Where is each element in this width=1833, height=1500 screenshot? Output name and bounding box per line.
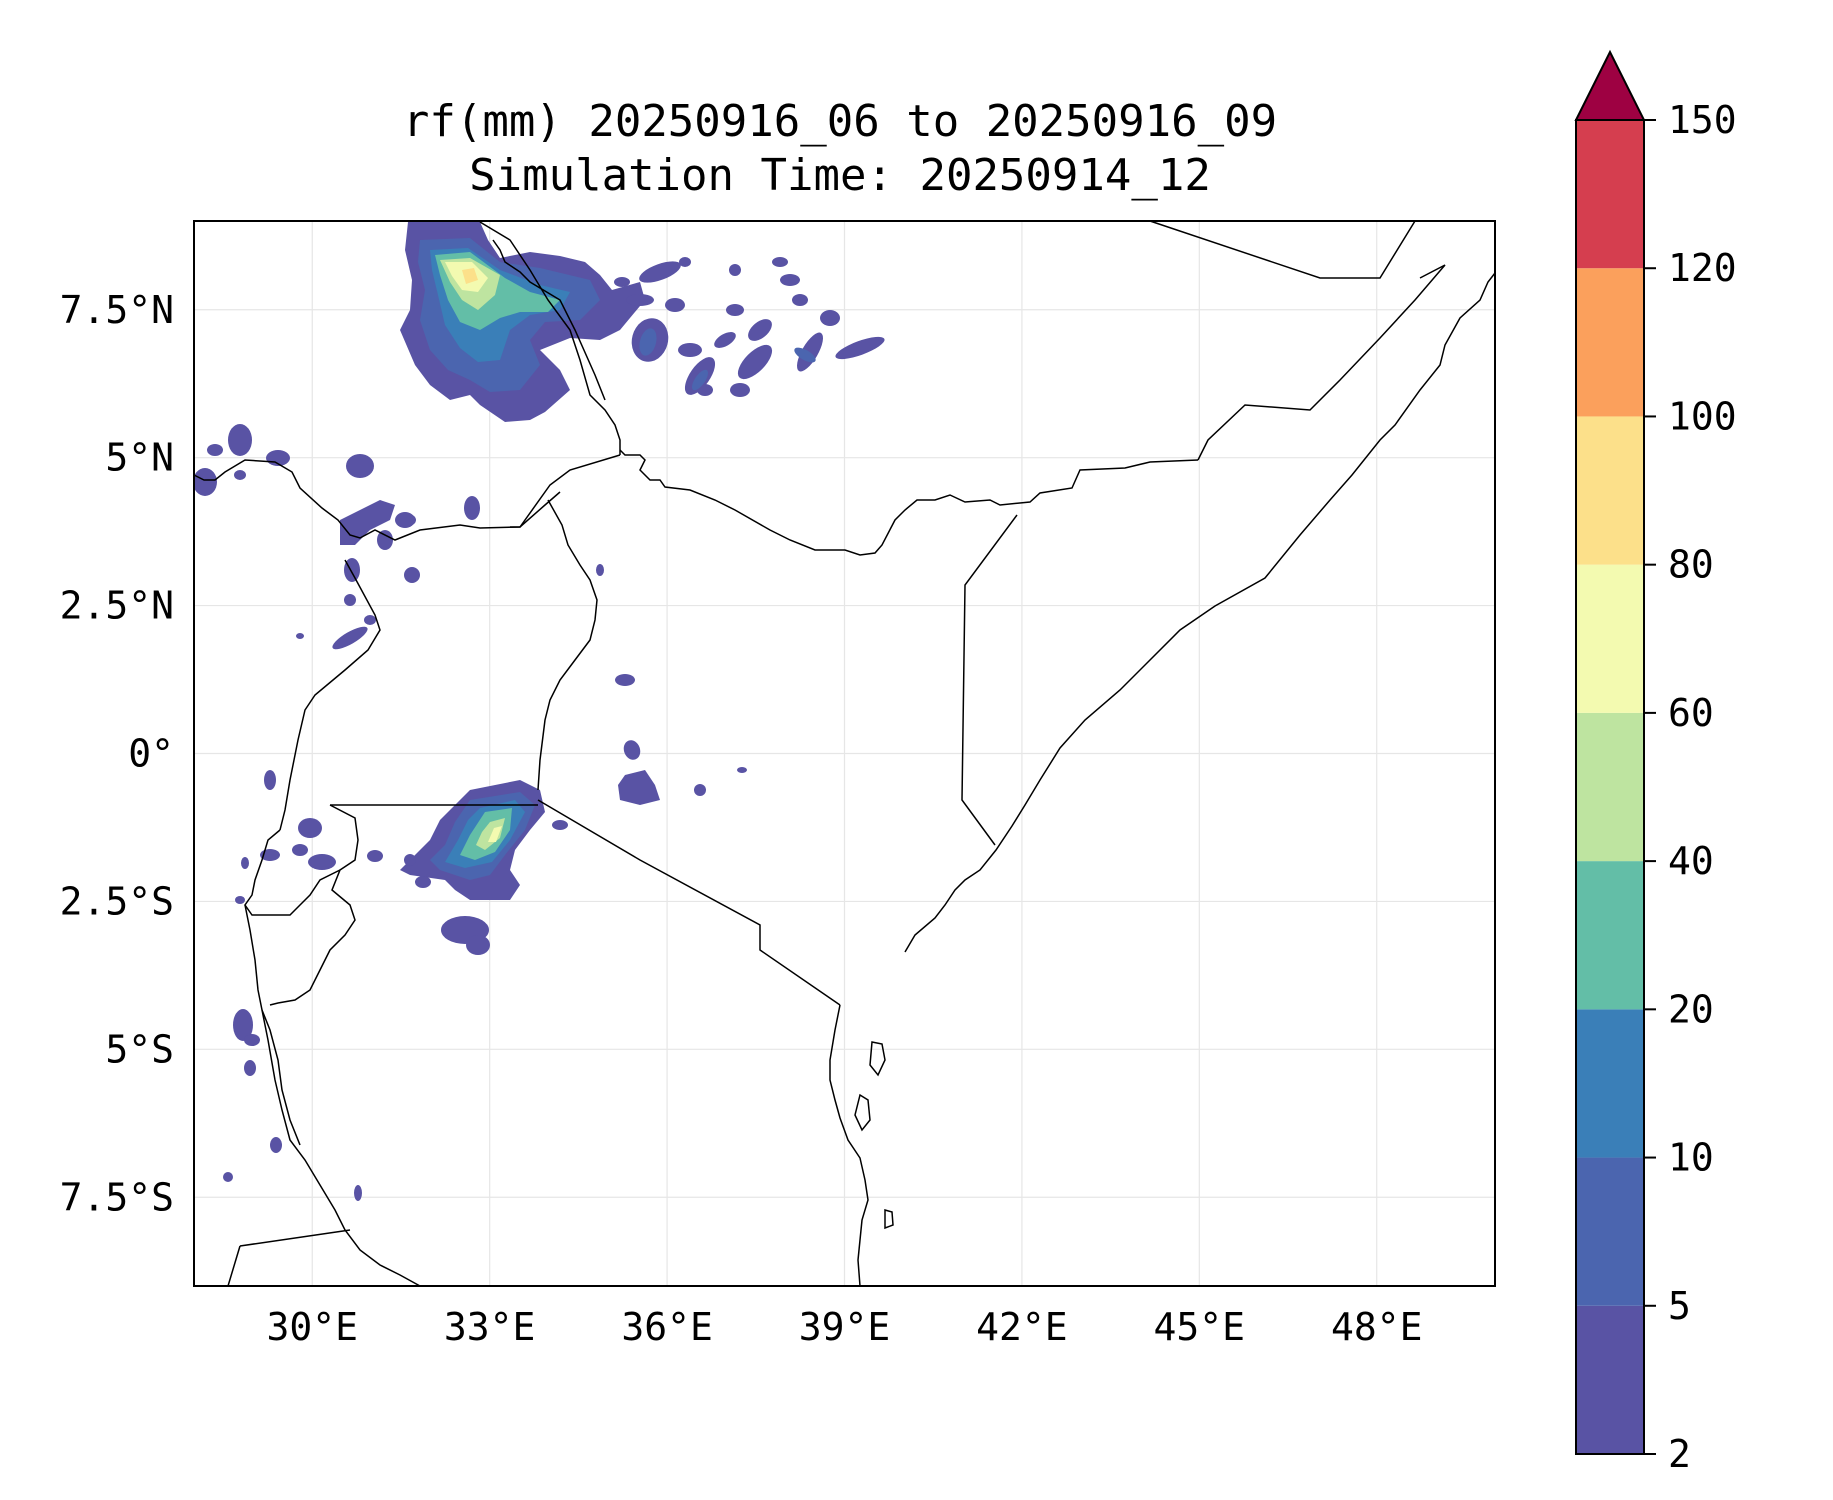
country-borders <box>193 220 1496 1287</box>
rainfall-contours <box>193 222 885 1201</box>
rain-area-uganda-border <box>296 500 635 686</box>
rain-area-lake-victoria-80mm <box>488 826 502 842</box>
title-line-2: Simulation Time: 20250914_12 <box>469 150 1211 201</box>
colorbar-segment <box>1576 1305 1644 1454</box>
y-tick-label: 2.5°S <box>60 879 174 923</box>
colorbar-tick-label: 2 <box>1668 1432 1691 1476</box>
x-axis-ticks: 30°E 33°E 36°E 39°E 42°E 45°E 48°E <box>267 1305 1423 1349</box>
colorbar-tick-label: 40 <box>1668 839 1714 883</box>
rain-area-western-kenya <box>552 740 747 830</box>
title-line-1: rf(mm) 20250916_06 to 20250916_09 <box>403 96 1277 147</box>
y-tick-label: 5°N <box>105 436 174 480</box>
y-tick-label: 5°S <box>105 1027 174 1071</box>
colorbar-tick-label: 120 <box>1668 246 1737 290</box>
colorbar-segment <box>1576 1009 1644 1158</box>
colorbar-segment <box>1576 861 1644 1010</box>
y-axis-ticks: 7.5°N 5°N 2.5°N 0° 2.5°S 5°S 7.5°S <box>60 288 174 1220</box>
rain-area-ethiopia-cells <box>614 257 885 397</box>
colorbar-segment <box>1576 268 1644 417</box>
y-tick-label: 2.5°N <box>60 584 174 628</box>
map-frame <box>193 220 1496 1287</box>
x-tick-label: 42°E <box>976 1305 1068 1349</box>
colorbar-tick-label: 150 <box>1668 98 1737 142</box>
colorbar-segment <box>1576 1157 1644 1306</box>
colorbar-tick-label: 20 <box>1668 987 1714 1031</box>
x-tick-label: 48°E <box>1331 1305 1423 1349</box>
rain-area-south-sudan-100mm <box>462 268 478 284</box>
colorbar-tick-label: 5 <box>1668 1284 1691 1328</box>
colorbar-tick-label: 100 <box>1668 394 1737 438</box>
y-tick-label: 0° <box>128 732 174 776</box>
map-axes <box>193 220 1496 1287</box>
x-tick-label: 39°E <box>799 1305 891 1349</box>
colorbar-segment <box>1576 416 1644 565</box>
colorbar-tick-label: 10 <box>1668 1136 1714 1180</box>
x-tick-label: 45°E <box>1154 1305 1246 1349</box>
rain-area-lake-victoria-south <box>404 854 490 955</box>
colorbar-frame <box>1575 119 1645 1455</box>
colorbar-segment <box>1576 120 1644 269</box>
rain-area-rwanda-burundi <box>235 770 383 904</box>
x-tick-label: 33°E <box>444 1305 536 1349</box>
colorbar-tick-label: 60 <box>1668 691 1714 735</box>
rain-area-western-tanzania <box>223 1009 362 1201</box>
rain-area-lake-victoria-60mm <box>476 818 505 850</box>
colorbar-extend-arrow <box>1574 49 1646 121</box>
colorbar-segment <box>1576 564 1644 713</box>
rain-area-ethiopia-10mm <box>639 328 816 391</box>
colorbar: 2 5 10 20 40 60 80 100 120 150 <box>1574 49 1737 1476</box>
x-tick-label: 30°E <box>267 1305 359 1349</box>
colorbar-segment <box>1576 712 1644 862</box>
x-tick-label: 36°E <box>621 1305 713 1349</box>
y-tick-label: 7.5°N <box>60 288 174 332</box>
colorbar-tick-label: 80 <box>1668 543 1714 587</box>
y-tick-label: 7.5°S <box>60 1175 174 1219</box>
